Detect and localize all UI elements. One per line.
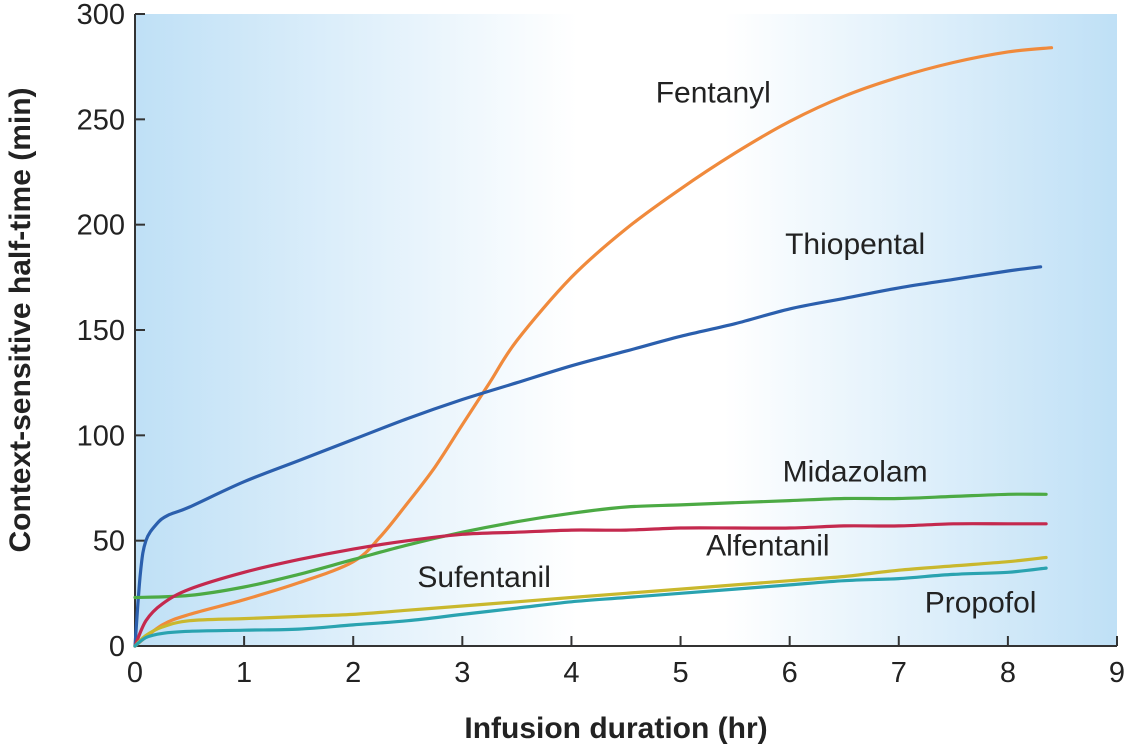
series-line-alfentanil bbox=[133, 522, 1048, 648]
series-labels: Fentanyl Thiopental Midazolam Alfentanil Suf… bbox=[417, 76, 1036, 619]
series-line-sufentanil bbox=[133, 555, 1048, 648]
plot-background bbox=[135, 14, 1117, 646]
y-tick-label: 250 bbox=[77, 104, 125, 136]
x-tick-label: 7 bbox=[891, 657, 907, 689]
y-tick-label: 300 bbox=[77, 0, 125, 31]
y-tick-label: 50 bbox=[93, 526, 125, 558]
x-tick-label: 3 bbox=[454, 657, 470, 689]
series-label-midazolam: Midazolam bbox=[783, 456, 928, 489]
y-tick-label: 150 bbox=[77, 315, 125, 347]
y-axis-ticks: 0 50 100 150 200 250 300 bbox=[77, 0, 145, 663]
series-label-alfentanil: Alfentanil bbox=[706, 529, 829, 562]
x-tick-label: 8 bbox=[1000, 657, 1016, 689]
y-tick-label: 200 bbox=[77, 210, 125, 242]
x-tick-label: 0 bbox=[127, 657, 143, 689]
y-tick-label: 100 bbox=[77, 420, 125, 452]
x-tick-label: 6 bbox=[782, 657, 798, 689]
series-label-fentanyl: Fentanyl bbox=[656, 76, 771, 109]
x-tick-label: 5 bbox=[672, 657, 688, 689]
series-label-thiopental: Thiopental bbox=[785, 228, 925, 261]
series-label-sufentanil: Sufentanil bbox=[417, 561, 550, 594]
x-axis-ticks: 0 1 2 3 4 5 6 7 8 9 bbox=[127, 636, 1125, 689]
x-tick-label: 2 bbox=[345, 657, 361, 689]
y-tick-label: 0 bbox=[109, 631, 125, 663]
series-line-midazolam bbox=[133, 492, 1048, 600]
series-line-propofol bbox=[133, 566, 1048, 648]
x-tick-label: 1 bbox=[236, 657, 252, 689]
x-tick-label: 4 bbox=[563, 657, 579, 689]
y-axis-title: Context-sensitive half-time (min) bbox=[4, 87, 37, 552]
x-tick-label: 9 bbox=[1109, 657, 1125, 689]
series-lines bbox=[133, 46, 1054, 648]
x-axis-title: Infusion duration (hr) bbox=[464, 712, 767, 744]
series-line-thiopental bbox=[133, 265, 1043, 648]
series-line-fentanyl bbox=[133, 46, 1054, 648]
series-label-propofol: Propofol bbox=[925, 586, 1037, 619]
